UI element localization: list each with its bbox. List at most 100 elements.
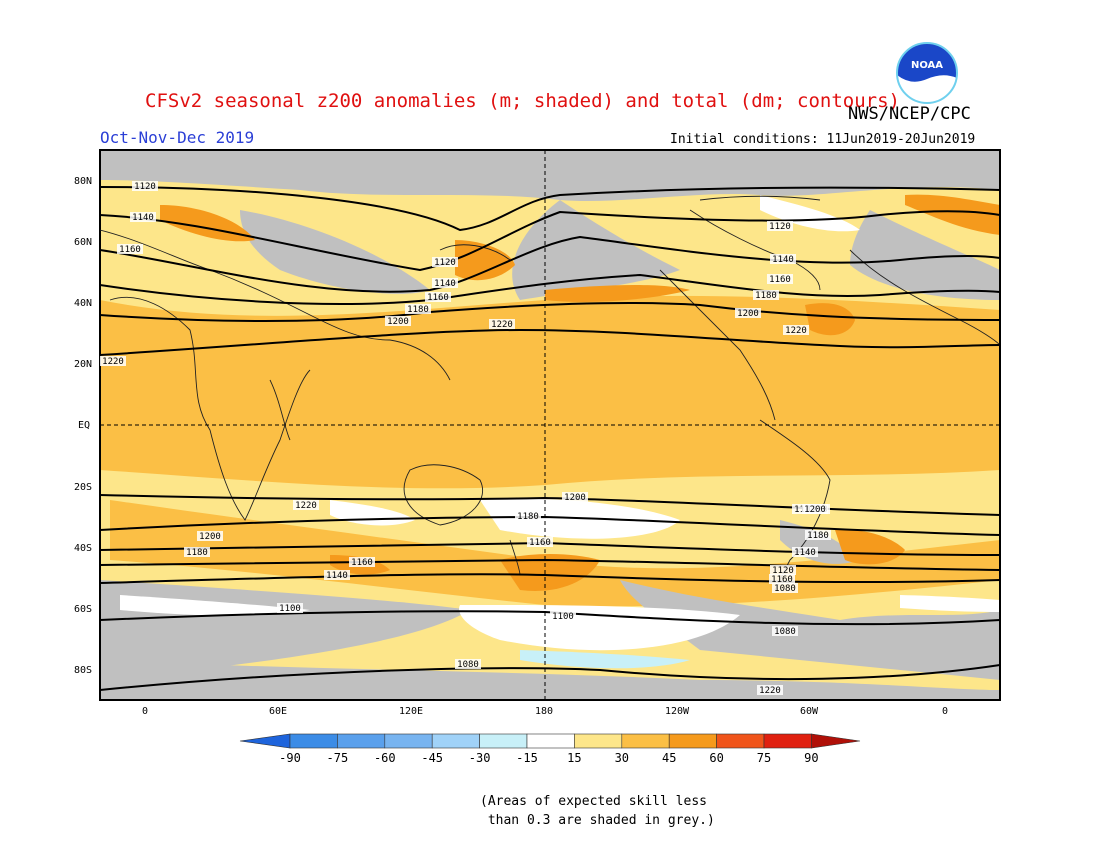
- contour-label-bg: [769, 574, 795, 584]
- colorbar-segment: [337, 733, 386, 749]
- contour-label: 1200: [737, 309, 759, 319]
- contour-label: 1180: [186, 548, 208, 558]
- colorbar-left-arrow: [239, 733, 291, 749]
- contour-label-bg: [792, 547, 818, 557]
- lon-label: 60E: [269, 706, 287, 717]
- colorbar-right-arrow: [811, 733, 861, 749]
- contour-label: 1180: [755, 291, 777, 301]
- contour-label: 1220: [491, 320, 513, 330]
- contour-label-bg: [324, 570, 350, 580]
- contour-label-bg: [405, 304, 431, 314]
- contour-label-bg: [117, 244, 143, 254]
- initial-conditions-label: Initial conditions: 11Jun2019-20Jun2019: [670, 132, 976, 147]
- contour-label: 1120: [772, 566, 794, 576]
- contour-label: 1220: [295, 501, 317, 511]
- colorbar-tick-label: 15: [567, 751, 581, 765]
- colorbar-tick-label: -90: [279, 751, 301, 765]
- contour-label-bg: [767, 221, 793, 231]
- contour-label-bg: [425, 292, 451, 302]
- contour-label: 1140: [794, 548, 816, 558]
- contour-label-bg: [455, 659, 481, 669]
- lat-label: 60S: [74, 604, 92, 615]
- contour-label-bg: [527, 537, 553, 547]
- colorbar: -90 -75 -60 -45 -30 -15 15 30 45 60 75 90: [239, 733, 861, 765]
- lat-label: 20N: [74, 359, 92, 370]
- contour-label: 1180: [407, 305, 429, 315]
- contour-label: 1100: [552, 612, 574, 622]
- contour-label-bg: [735, 308, 761, 318]
- contour-label: 1160: [427, 293, 449, 303]
- contour-label-bg: [515, 511, 541, 521]
- colorbar-segment: [479, 733, 528, 749]
- contour-label-bg: [753, 290, 779, 300]
- contour-label-bg: [805, 530, 831, 540]
- season-label: Oct-Nov-Dec 2019: [100, 128, 255, 147]
- contour-label: 1120: [769, 222, 791, 232]
- lon-label: 0: [142, 706, 148, 717]
- contour-label: 1180: [517, 512, 539, 522]
- colorbar-segment: [431, 733, 480, 749]
- colorbar-tick-label: -30: [469, 751, 491, 765]
- contour-label: 1080: [457, 660, 479, 670]
- contour-label: 1160: [351, 558, 373, 568]
- lon-label: 60W: [800, 706, 819, 717]
- contour-label: 1100: [279, 604, 301, 614]
- contour-label: 1200: [804, 505, 826, 515]
- contour-label: 1140: [434, 279, 456, 289]
- contour-label-bg: [770, 565, 796, 575]
- colorbar-tick-label: 75: [757, 751, 771, 765]
- logo-text: NOAA: [911, 60, 943, 71]
- contour-label: 1140: [772, 255, 794, 265]
- contour-label-bg: [550, 611, 576, 621]
- colorbar-segment: [668, 733, 717, 749]
- longitude-labels: 0 60E 120E 180 120W 60W 0: [142, 706, 948, 717]
- contour-label-bg: [197, 531, 223, 541]
- contour-label: 1200: [387, 317, 409, 327]
- colorbar-segment: [384, 733, 433, 749]
- lat-label: EQ: [78, 420, 90, 431]
- colorbar-segment: [763, 733, 812, 749]
- contour-label-bg: [432, 278, 458, 288]
- contour-label-bg: [132, 181, 158, 191]
- contour-label-bg: [757, 685, 783, 695]
- contour-label-bg: [767, 274, 793, 284]
- lon-label: 180: [535, 706, 553, 717]
- colorbar-tick-label: -45: [421, 751, 443, 765]
- lon-label: 120W: [665, 706, 690, 717]
- contour-label-bg: [770, 254, 796, 264]
- contour-label-bg: [432, 257, 458, 267]
- contour-label-bg: [385, 316, 411, 326]
- colorbar-tick-label: -15: [516, 751, 538, 765]
- contour-label-bg: [293, 500, 319, 510]
- lat-label: 80N: [74, 176, 92, 187]
- lat-label: 80S: [74, 665, 92, 676]
- contour-label-bg: [802, 504, 828, 514]
- contour-label: 1180: [807, 531, 829, 541]
- contour-label-bg: [100, 356, 126, 366]
- colorbar-segment: [621, 733, 670, 749]
- lon-label: 120E: [399, 706, 423, 717]
- colorbar-segment: [574, 733, 623, 749]
- agency-label: NWS/NCEP/CPC: [848, 104, 971, 124]
- contour-label-bg: [562, 492, 588, 502]
- contour-label: 1140: [132, 213, 154, 223]
- colorbar-segment: [716, 733, 765, 749]
- contour-label: 1220: [102, 357, 124, 367]
- contour-label: 1160: [529, 538, 551, 548]
- colorbar-segment: [289, 733, 338, 749]
- colorbar-segment: [526, 733, 575, 749]
- lon-label: 0: [942, 706, 948, 717]
- contour-label: 1140: [326, 571, 348, 581]
- contour-label-bg: [772, 583, 798, 593]
- colorbar-tick-label: -60: [374, 751, 396, 765]
- lat-label: 40N: [74, 298, 92, 309]
- contour-label: 1080: [774, 627, 796, 637]
- contour-label: 1120: [134, 182, 156, 192]
- contour-label: 1220: [759, 686, 781, 696]
- contour-label-bg: [277, 603, 303, 613]
- contour-label-bg: [184, 547, 210, 557]
- contour-label: 1160: [771, 575, 793, 585]
- lat-label: 60N: [74, 237, 92, 248]
- colorbar-tick-label: 60: [709, 751, 723, 765]
